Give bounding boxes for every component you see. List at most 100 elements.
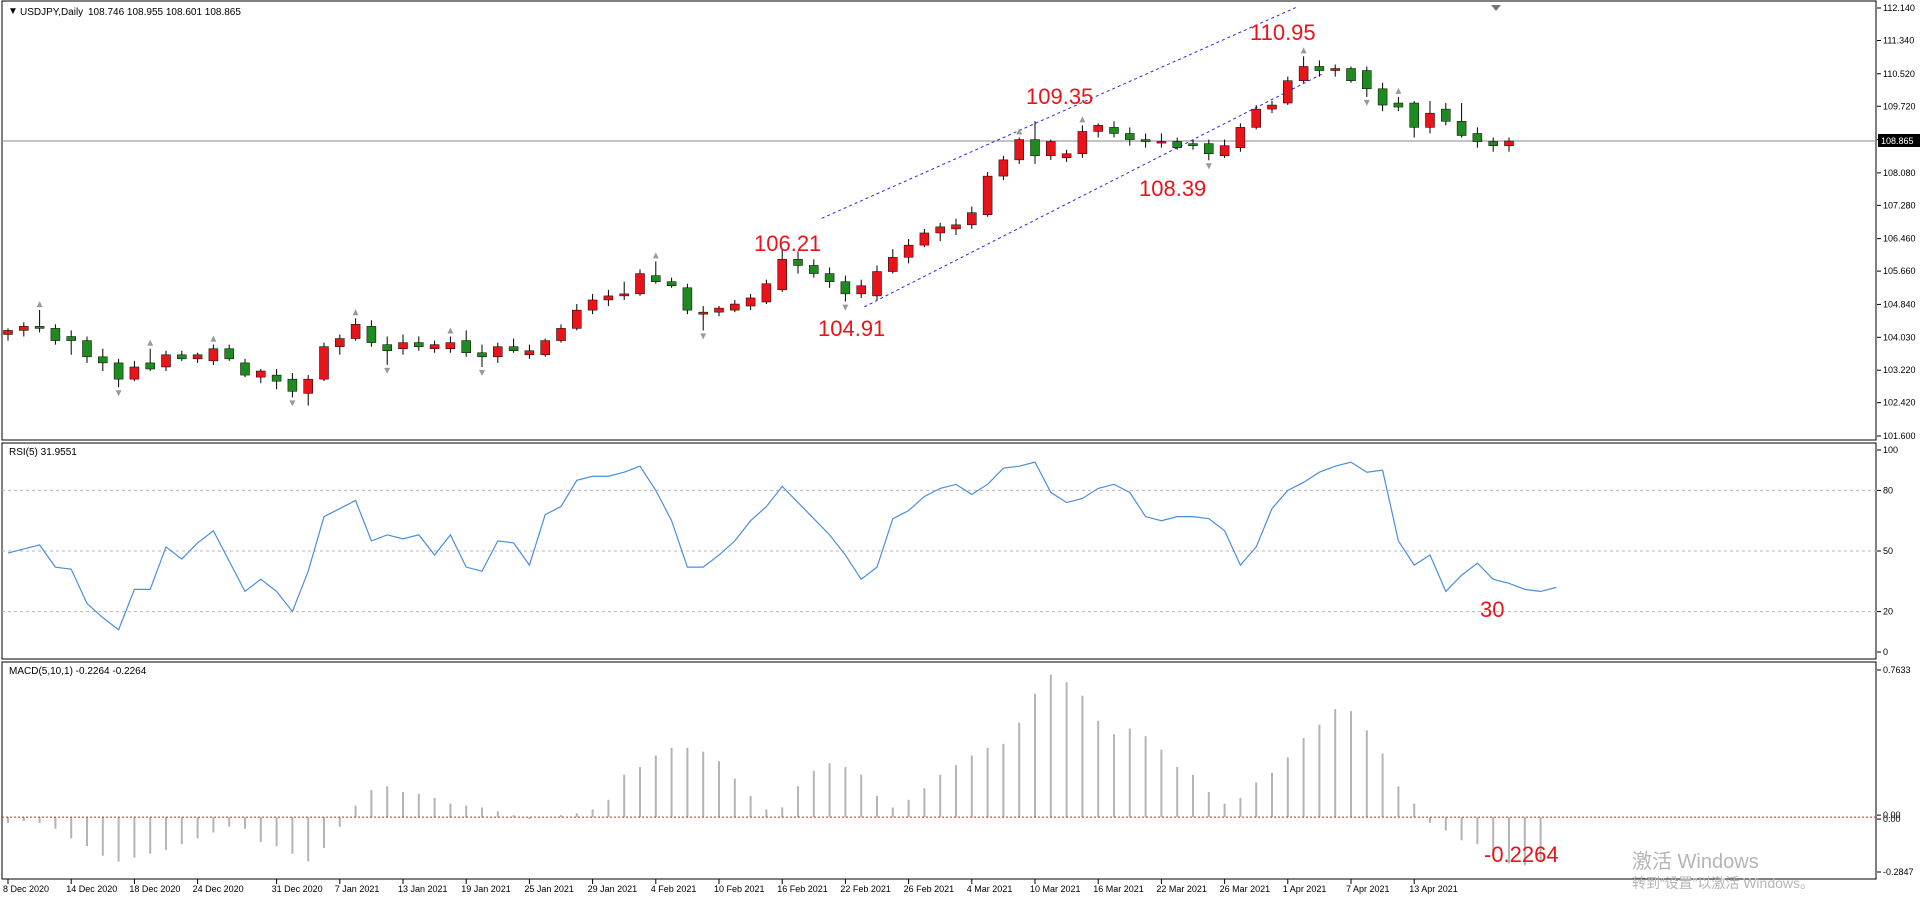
candle-body	[856, 285, 866, 295]
candle	[714, 306, 724, 317]
candle	[366, 320, 377, 347]
price-panel[interactable]	[1, 0, 1877, 441]
candle	[1377, 82, 1388, 112]
price-y-tick-label: 102.420	[1883, 398, 1916, 408]
candle	[1030, 121, 1040, 164]
price-y-tick-label: 104.030	[1883, 332, 1916, 342]
candle-body	[967, 212, 977, 226]
fractal-up-icon	[210, 335, 217, 342]
candle-body	[287, 378, 298, 392]
x-axis: 8 Dec 2020 14 Dec 2020 18 Dec 2020 24 Dec 2…	[3, 879, 1458, 894]
candle-body	[1377, 88, 1388, 106]
candle	[50, 324, 61, 345]
candle	[540, 338, 550, 357]
candle-body	[824, 273, 835, 282]
candle-body	[113, 362, 124, 380]
candle-body	[1409, 102, 1419, 128]
x-tick-label: 7 Apr 2021	[1346, 884, 1390, 894]
candle-body	[651, 275, 661, 282]
rsi-y-tick-label: 50	[1883, 546, 1893, 556]
candle	[414, 336, 424, 351]
candle-body	[1456, 121, 1467, 136]
ohlc-readout: 108.746 108.955 108.601 108.865	[88, 7, 241, 18]
fractal-down-icon	[289, 400, 296, 407]
macd-layer	[2, 674, 1877, 866]
candle	[256, 368, 266, 384]
fractal-down-icon	[115, 390, 122, 397]
candle	[493, 342, 503, 363]
fractal-up-icon	[147, 339, 154, 346]
candle-body	[1140, 139, 1151, 142]
x-tick-label: 10 Feb 2021	[714, 884, 765, 894]
candle	[1409, 100, 1419, 138]
candle-body	[1156, 141, 1167, 144]
macd-panel[interactable]	[1, 661, 1877, 880]
candle	[1188, 139, 1198, 150]
candle-body	[935, 226, 945, 234]
candle-body	[34, 326, 45, 329]
candle	[1172, 137, 1182, 150]
candle-body	[3, 330, 13, 335]
x-tick-label: 13 Apr 2021	[1409, 884, 1458, 894]
price-channel	[821, 7, 1323, 308]
fractal-down-icon	[1363, 99, 1370, 106]
price-annotation: 110.95	[1250, 20, 1316, 45]
candle	[1235, 123, 1246, 152]
candle-body	[587, 299, 598, 311]
candle	[888, 249, 898, 274]
candle-body	[745, 297, 756, 307]
candle-body	[603, 295, 614, 301]
candle-body	[1393, 102, 1404, 108]
price-title-arrow-icon[interactable]: ▼	[8, 6, 18, 17]
candle	[398, 334, 408, 355]
candle	[651, 261, 661, 284]
candle-body	[1283, 80, 1293, 104]
fractal-down-icon	[384, 367, 391, 374]
candle	[429, 340, 440, 353]
candle	[824, 267, 835, 288]
candle-body	[82, 340, 92, 358]
channel-lower-line	[864, 73, 1323, 308]
macd-y-tick-label: 0.7633	[1883, 665, 1911, 675]
candle	[635, 269, 645, 296]
candle-body	[1077, 131, 1088, 155]
fractal-up-icon	[1016, 128, 1023, 135]
candle-body	[1267, 104, 1277, 110]
candle-body	[1014, 139, 1024, 161]
candle-body	[1219, 145, 1230, 157]
candle-body	[303, 378, 313, 394]
candle-body	[730, 303, 740, 311]
candle	[809, 259, 819, 278]
fractal-up-icon	[352, 309, 359, 316]
candle	[508, 338, 519, 353]
candle	[1061, 149, 1072, 162]
scroll-marker-icon[interactable]	[1491, 5, 1501, 11]
macd-annotation: -0.2264	[1484, 842, 1559, 867]
candle-body	[1504, 140, 1514, 147]
candle-body	[50, 328, 61, 341]
candle-body	[429, 344, 440, 349]
candle-body	[540, 340, 550, 356]
candle	[1283, 76, 1293, 106]
candle	[1077, 125, 1088, 158]
price-y-tick-label: 112.140	[1883, 3, 1915, 13]
candle-body	[714, 307, 724, 313]
fractal-up-icon	[447, 327, 454, 334]
candle	[556, 324, 566, 343]
candle	[461, 330, 471, 357]
candle-body	[1472, 133, 1483, 142]
price-y-tick-label: 107.280	[1883, 200, 1916, 210]
candle-body	[445, 342, 456, 349]
rsi-y-tick-label: 0	[1883, 647, 1888, 657]
channel-upper-line	[821, 7, 1296, 219]
candle	[1156, 133, 1167, 148]
candle	[982, 172, 993, 217]
candle-body	[208, 348, 219, 362]
price-y-tick-label: 105.660	[1883, 266, 1916, 276]
x-tick-label: 4 Feb 2021	[651, 884, 697, 894]
candle	[572, 304, 582, 331]
candle	[840, 275, 851, 302]
candles	[3, 47, 1514, 407]
rsi-layer	[2, 461, 1877, 631]
